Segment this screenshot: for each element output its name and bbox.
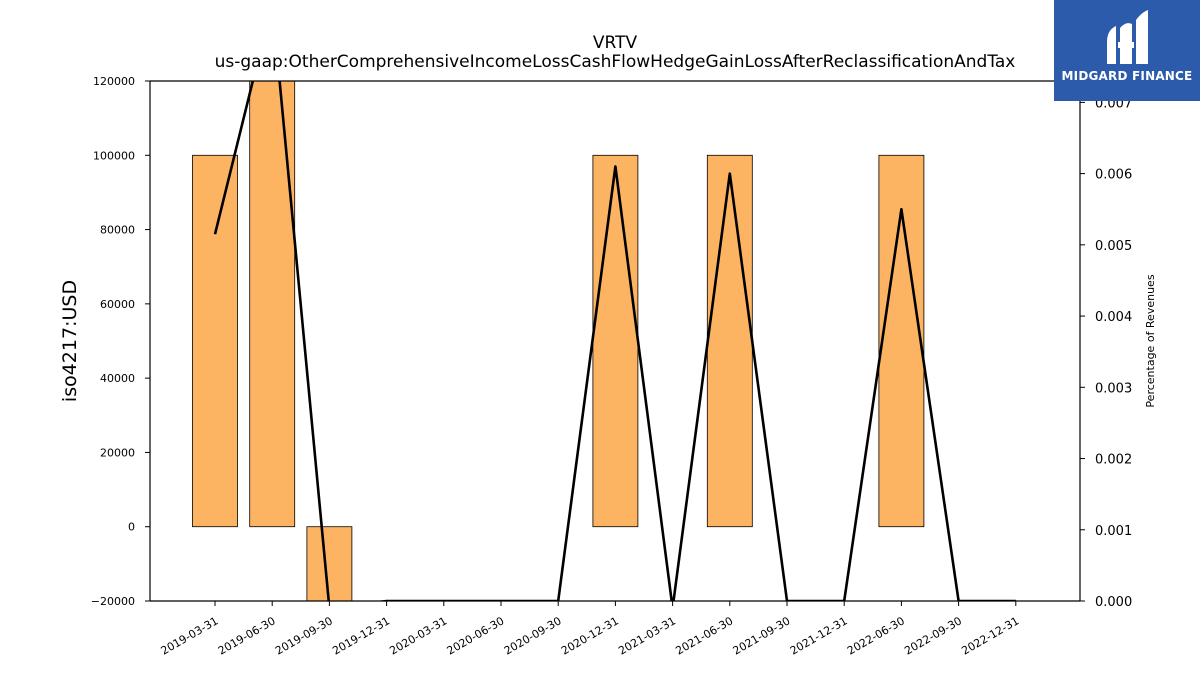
- y-tick-label: −20000: [91, 595, 135, 608]
- x-tick-label: 2021-03-31: [616, 614, 678, 657]
- y-tick-label: 100000: [93, 149, 135, 162]
- y2-tick-label: 0.005: [1095, 239, 1132, 254]
- y-tick-label: 120000: [93, 75, 135, 88]
- x-tick-label: 2021-12-31: [788, 614, 850, 657]
- midgard-m-logo-icon: [1107, 10, 1148, 65]
- percentage-line: [213, 81, 1016, 601]
- y2-tick-label: 0.002: [1095, 453, 1132, 468]
- midgard-finance-logo: MIDGARD FINANCE: [1054, 0, 1200, 101]
- x-tick-label: 2020-03-31: [387, 614, 449, 657]
- x-tick-label: 2022-12-31: [959, 614, 1021, 657]
- x-tick-label: 2021-06-30: [673, 614, 735, 657]
- bar: [249, 81, 296, 528]
- x-tick-label: 2019-09-30: [273, 614, 335, 657]
- bar: [192, 154, 238, 528]
- y2-tick-label: 0.004: [1095, 310, 1132, 325]
- x-tick-label: 2019-03-31: [159, 614, 221, 657]
- y-tick-label: 80000: [100, 224, 135, 237]
- x-tick-label: 2019-06-30: [216, 614, 278, 657]
- y-tick-label: 60000: [100, 298, 135, 311]
- x-tick-label: 2019-12-31: [330, 614, 392, 657]
- x-tick-label: 2021-09-30: [731, 614, 793, 657]
- x-tick-label: 2020-06-30: [445, 614, 507, 657]
- y2-tick-label: 0.000: [1095, 595, 1132, 610]
- logo-brand-text: MIDGARD FINANCE: [1061, 69, 1193, 83]
- y2-tick-label: 0.001: [1095, 524, 1132, 539]
- x-tick-label: 2022-09-30: [902, 614, 964, 657]
- y-tick-label: 20000: [100, 446, 135, 459]
- y2-tick-label: 0.006: [1095, 168, 1132, 183]
- y2-axis-label: Percentage of Revenues: [1144, 274, 1157, 407]
- chart-title-concept: us-gaap:OtherComprehensiveIncomeLossCash…: [214, 52, 1016, 72]
- y-tick-label: 40000: [100, 372, 135, 385]
- x-tick-label: 2022-06-30: [845, 614, 907, 657]
- bar: [306, 526, 353, 601]
- bar: [706, 154, 753, 528]
- y-tick-label: 0: [128, 521, 135, 534]
- x-tick-label: 2020-12-31: [559, 614, 621, 657]
- bar: [592, 154, 639, 528]
- chart-title-ticker: VRTV: [592, 33, 638, 53]
- y-axis-label: iso4217:USD: [59, 280, 81, 402]
- y2-tick-label: 0.003: [1095, 381, 1132, 396]
- x-tick-label: 2020-09-30: [502, 614, 564, 657]
